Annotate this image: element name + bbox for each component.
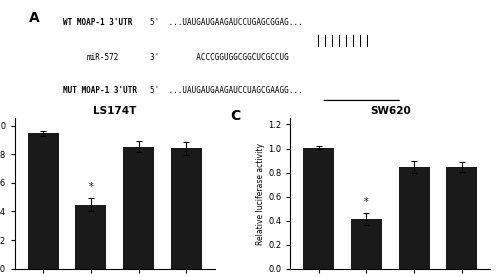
Title: LS174T: LS174T: [93, 106, 136, 116]
Text: MUT MOAP-1 3'UTR: MUT MOAP-1 3'UTR: [62, 86, 136, 95]
Title: SW620: SW620: [370, 106, 410, 116]
Bar: [303, 148, 334, 269]
Text: C: C: [230, 109, 241, 124]
Bar: [28, 134, 58, 269]
Bar: [123, 147, 154, 269]
Text: 5'  ...UAUGAUGAAGAUCCUGAGCGGAG...: 5' ...UAUGAUGAAGAUCCUGAGCGGAG...: [150, 18, 303, 27]
Bar: [398, 167, 430, 269]
Text: 3'        ACCCGGUGGCGGCUCGCCUG: 3' ACCCGGUGGCGGCUCGCCUG: [150, 53, 289, 62]
Text: *: *: [364, 197, 368, 207]
Bar: [76, 205, 106, 269]
Bar: [171, 148, 202, 269]
Text: 5'  ...UAUGAUGAAGAUCCUAGCGAAGG...: 5' ...UAUGAUGAAGAUCCUAGCGAAGG...: [150, 86, 303, 95]
Y-axis label: Relative luciferase activity: Relative luciferase activity: [256, 143, 266, 245]
Bar: [351, 219, 382, 269]
Text: miR-572: miR-572: [86, 53, 118, 62]
Text: A: A: [29, 11, 40, 25]
Text: *: *: [88, 182, 94, 192]
Text: WT MOAP-1 3'UTR: WT MOAP-1 3'UTR: [62, 18, 132, 27]
Bar: [446, 167, 478, 269]
